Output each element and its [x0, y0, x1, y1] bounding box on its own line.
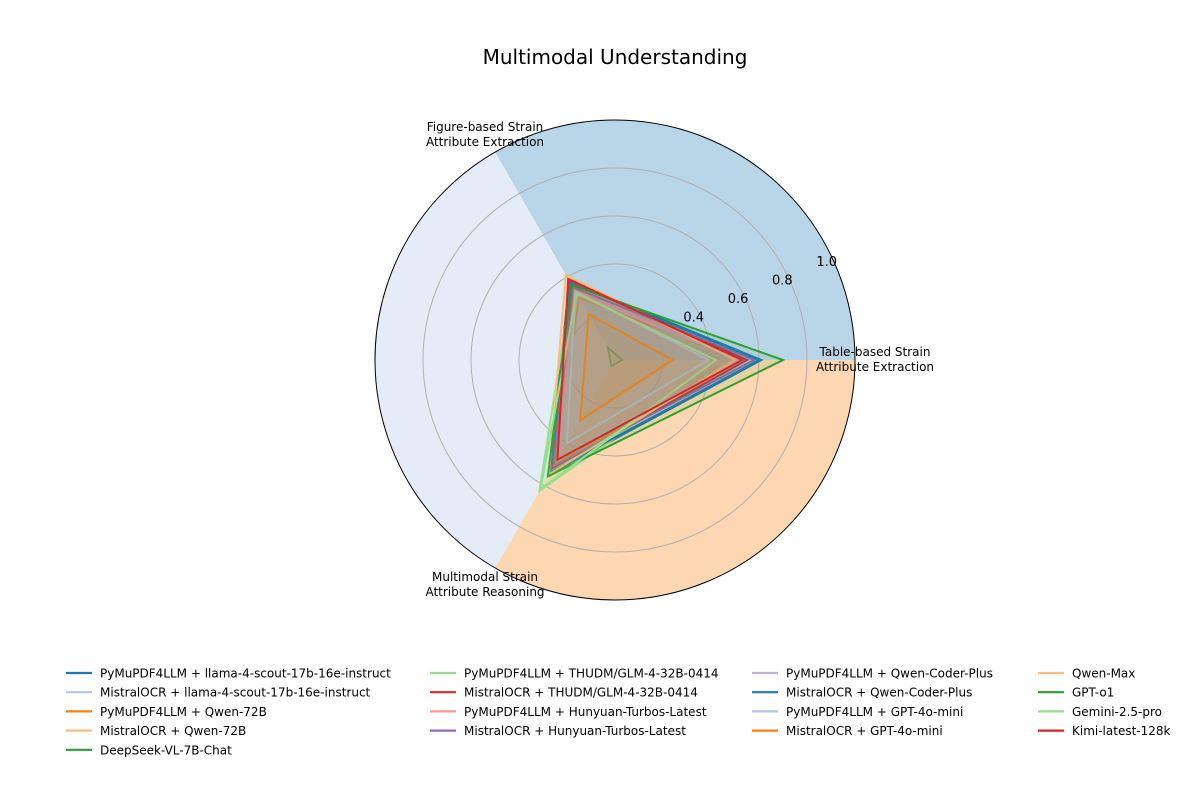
axis-label: Multimodal Strain	[432, 570, 538, 584]
legend-label: MistralOCR + THUDM/GLM-4-32B-0414	[464, 686, 698, 700]
axis-label: Figure-based Strain	[427, 120, 544, 134]
legend-label: DeepSeek-VL-7B-Chat	[100, 743, 232, 757]
legend-label: Qwen-Max	[1072, 667, 1135, 681]
radar-series-polygon	[556, 277, 745, 462]
legend-label: PyMuPDF4LLM + llama-4-scout-17b-16e-inst…	[100, 667, 391, 681]
legend-label: PyMuPDF4LLM + Hunyuan-Turbos-Latest	[464, 705, 707, 719]
legend-label: Gemini-2.5-pro	[1072, 705, 1162, 719]
axis-label: Table-based Strain	[819, 345, 931, 359]
legend-label: MistralOCR + Qwen-72B	[100, 724, 246, 738]
radar-grid-ring	[422, 167, 808, 553]
legend-label: Kimi-latest-128k	[1072, 724, 1171, 738]
legend-label: PyMuPDF4LLM + Qwen-Coder-Plus	[786, 667, 993, 681]
radar-series-polygon	[606, 344, 624, 368]
radar-grid-ring	[518, 263, 712, 457]
legend-label: MistralOCR + Hunyuan-Turbos-Latest	[464, 724, 686, 738]
legend-label: MistralOCR + Qwen-Coder-Plus	[786, 686, 972, 700]
radar-frame	[374, 119, 856, 601]
legend-label: PyMuPDF4LLM + Qwen-72B	[100, 705, 267, 719]
radial-tick-label: 0.4	[683, 310, 704, 325]
axis-label: Attribute Reasoning	[425, 585, 544, 599]
radial-tick-label: 1.0	[816, 255, 837, 270]
legend-label: MistralOCR + GPT-4o-mini	[786, 724, 943, 738]
radial-tick-label: 0.8	[772, 274, 793, 289]
legend-label: GPT-o1	[1072, 686, 1114, 700]
radar-sector	[495, 360, 855, 600]
legend-label: MistralOCR + llama-4-scout-17b-16e-instr…	[100, 686, 371, 700]
axis-label: Attribute Extraction	[426, 135, 544, 149]
radar-series-polygon	[539, 292, 718, 492]
legend-label: PyMuPDF4LLM + GPT-4o-mini	[786, 705, 963, 719]
radar-series-polygon	[579, 312, 675, 423]
radial-tick-label: 0.6	[728, 292, 749, 307]
chart-title: Multimodal Understanding	[483, 45, 748, 69]
legend-label: PyMuPDF4LLM + THUDM/GLM-4-32B-0414	[464, 667, 719, 681]
axis-label: Attribute Extraction	[816, 360, 934, 374]
